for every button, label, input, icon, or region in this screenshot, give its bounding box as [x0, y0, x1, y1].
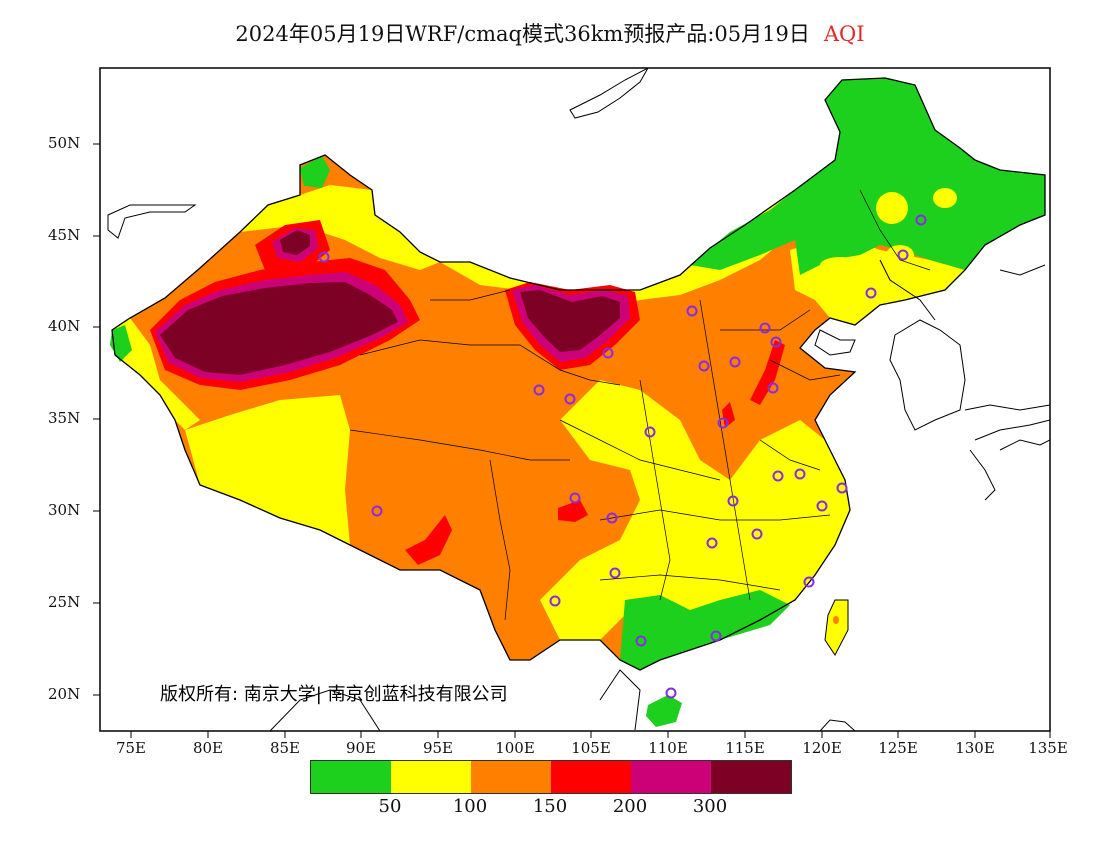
x-tick-label: 125E	[878, 739, 918, 757]
legend-swatch-red	[551, 761, 631, 793]
x-tick-label: 95E	[422, 739, 454, 757]
aqi-zone-yellow-west	[185, 395, 350, 545]
y-tick-label: 20N	[48, 685, 81, 703]
city-marker	[665, 687, 677, 699]
city-marker	[318, 251, 330, 263]
axis-ticks	[93, 143, 1051, 738]
y-tick-label: 45N	[48, 226, 81, 244]
x-tick-label: 115E	[725, 739, 765, 757]
city-marker	[772, 470, 784, 482]
aqi-spot-yellow	[933, 188, 957, 208]
city-marker	[698, 360, 710, 372]
aqi-zone-red-sichuan	[558, 500, 588, 522]
aqi-zone-yellow-tibet-edge	[112, 318, 200, 430]
aqi-field	[107, 68, 1050, 731]
city-marker	[816, 500, 828, 512]
city-marker	[644, 426, 656, 438]
y-tick-label: 50N	[48, 134, 81, 152]
city-marker	[706, 537, 718, 549]
city-marker	[915, 214, 927, 226]
city-marker	[836, 482, 848, 494]
city-marker	[710, 630, 722, 642]
city-marker	[635, 635, 647, 647]
city-marker	[602, 347, 614, 359]
coastlines	[107, 68, 1050, 731]
x-tick-label: 120E	[802, 739, 842, 757]
aqi-zone-yellow-south	[540, 380, 850, 640]
city-marker	[727, 495, 739, 507]
city-markers	[318, 214, 927, 699]
city-marker	[770, 336, 782, 348]
x-tick-label: 135E	[1028, 739, 1068, 757]
city-marker	[564, 393, 576, 405]
city-marker	[729, 356, 741, 368]
copyright-notice: 版权所有: 南京大学| 南京创蓝科技有限公司	[160, 684, 508, 705]
city-marker	[569, 492, 581, 504]
city-marker	[794, 468, 806, 480]
x-tick-label: 130E	[955, 739, 995, 757]
legend-label: 100	[452, 796, 488, 817]
y-tick-label: 40N	[48, 317, 81, 335]
x-tick-label: 75E	[115, 739, 147, 757]
aqi-zone-red-tibet	[405, 515, 452, 565]
city-marker	[533, 384, 545, 396]
china-border	[111, 77, 1046, 671]
x-tick-label: 80E	[192, 739, 224, 757]
legend-label: 50	[378, 796, 402, 817]
aqi-zone-green-hainan	[646, 695, 682, 727]
legend-swatch-magenta	[631, 761, 711, 793]
aqi-zone-green-northwest	[300, 156, 330, 188]
city-marker	[759, 322, 771, 334]
aqi-spot-yellow	[886, 245, 914, 265]
legend-label: 200	[612, 796, 648, 817]
aqi-color-legend	[310, 760, 792, 794]
city-marker	[865, 287, 877, 299]
aqi-zone-green-west-tip	[110, 325, 132, 362]
title-variable: AQI	[823, 22, 865, 46]
city-marker	[897, 249, 909, 261]
city-marker	[371, 505, 383, 517]
x-tick-label: 85E	[269, 739, 301, 757]
x-tick-label: 110E	[648, 739, 688, 757]
legend-swatch-orange	[471, 761, 551, 793]
legend-swatch-maroon	[711, 761, 791, 793]
legend-label: 300	[692, 796, 728, 817]
city-marker	[606, 512, 618, 524]
aqi-spot-yellow	[820, 257, 860, 273]
legend-swatch-yellow	[391, 761, 471, 793]
aqi-zone-yellow-north	[240, 185, 440, 270]
province-borders	[349, 189, 931, 621]
city-marker	[717, 417, 729, 429]
city-marker	[751, 528, 763, 540]
x-tick-label: 105E	[571, 739, 611, 757]
y-tick-label: 30N	[48, 501, 81, 519]
city-marker	[686, 305, 698, 317]
y-tick-label: 25N	[48, 593, 81, 611]
taiwan-island	[824, 599, 849, 656]
map-title: 2024年05月19日WRF/cmaq模式36km预报产品:05月19日 AQI	[0, 18, 1100, 48]
legend-label: 150	[532, 796, 568, 817]
y-tick-label: 35N	[48, 409, 81, 427]
city-marker	[767, 382, 779, 394]
x-tick-label: 100E	[495, 739, 535, 757]
aqi-spot-orange	[833, 616, 839, 624]
aqi-zone-maroon-junggar	[280, 230, 310, 255]
city-marker	[609, 567, 621, 579]
city-marker	[549, 595, 561, 607]
city-marker	[803, 576, 815, 588]
legend-swatch-green	[311, 761, 391, 793]
x-tick-label: 90E	[345, 739, 377, 757]
aqi-zone-red-hebei	[722, 402, 735, 428]
title-text: 2024年05月19日WRF/cmaq模式36km预报产品:05月19日	[235, 22, 810, 46]
aqi-zone-red-shandong	[750, 340, 785, 405]
aqi-zone-maroon-taklimakan	[160, 282, 398, 375]
aqi-zone-maroon-gobi	[520, 290, 620, 352]
aqi-zone-green-south	[620, 590, 790, 670]
aqi-spot-yellow	[876, 192, 908, 224]
aqi-zone-green-northeast	[690, 78, 1045, 275]
